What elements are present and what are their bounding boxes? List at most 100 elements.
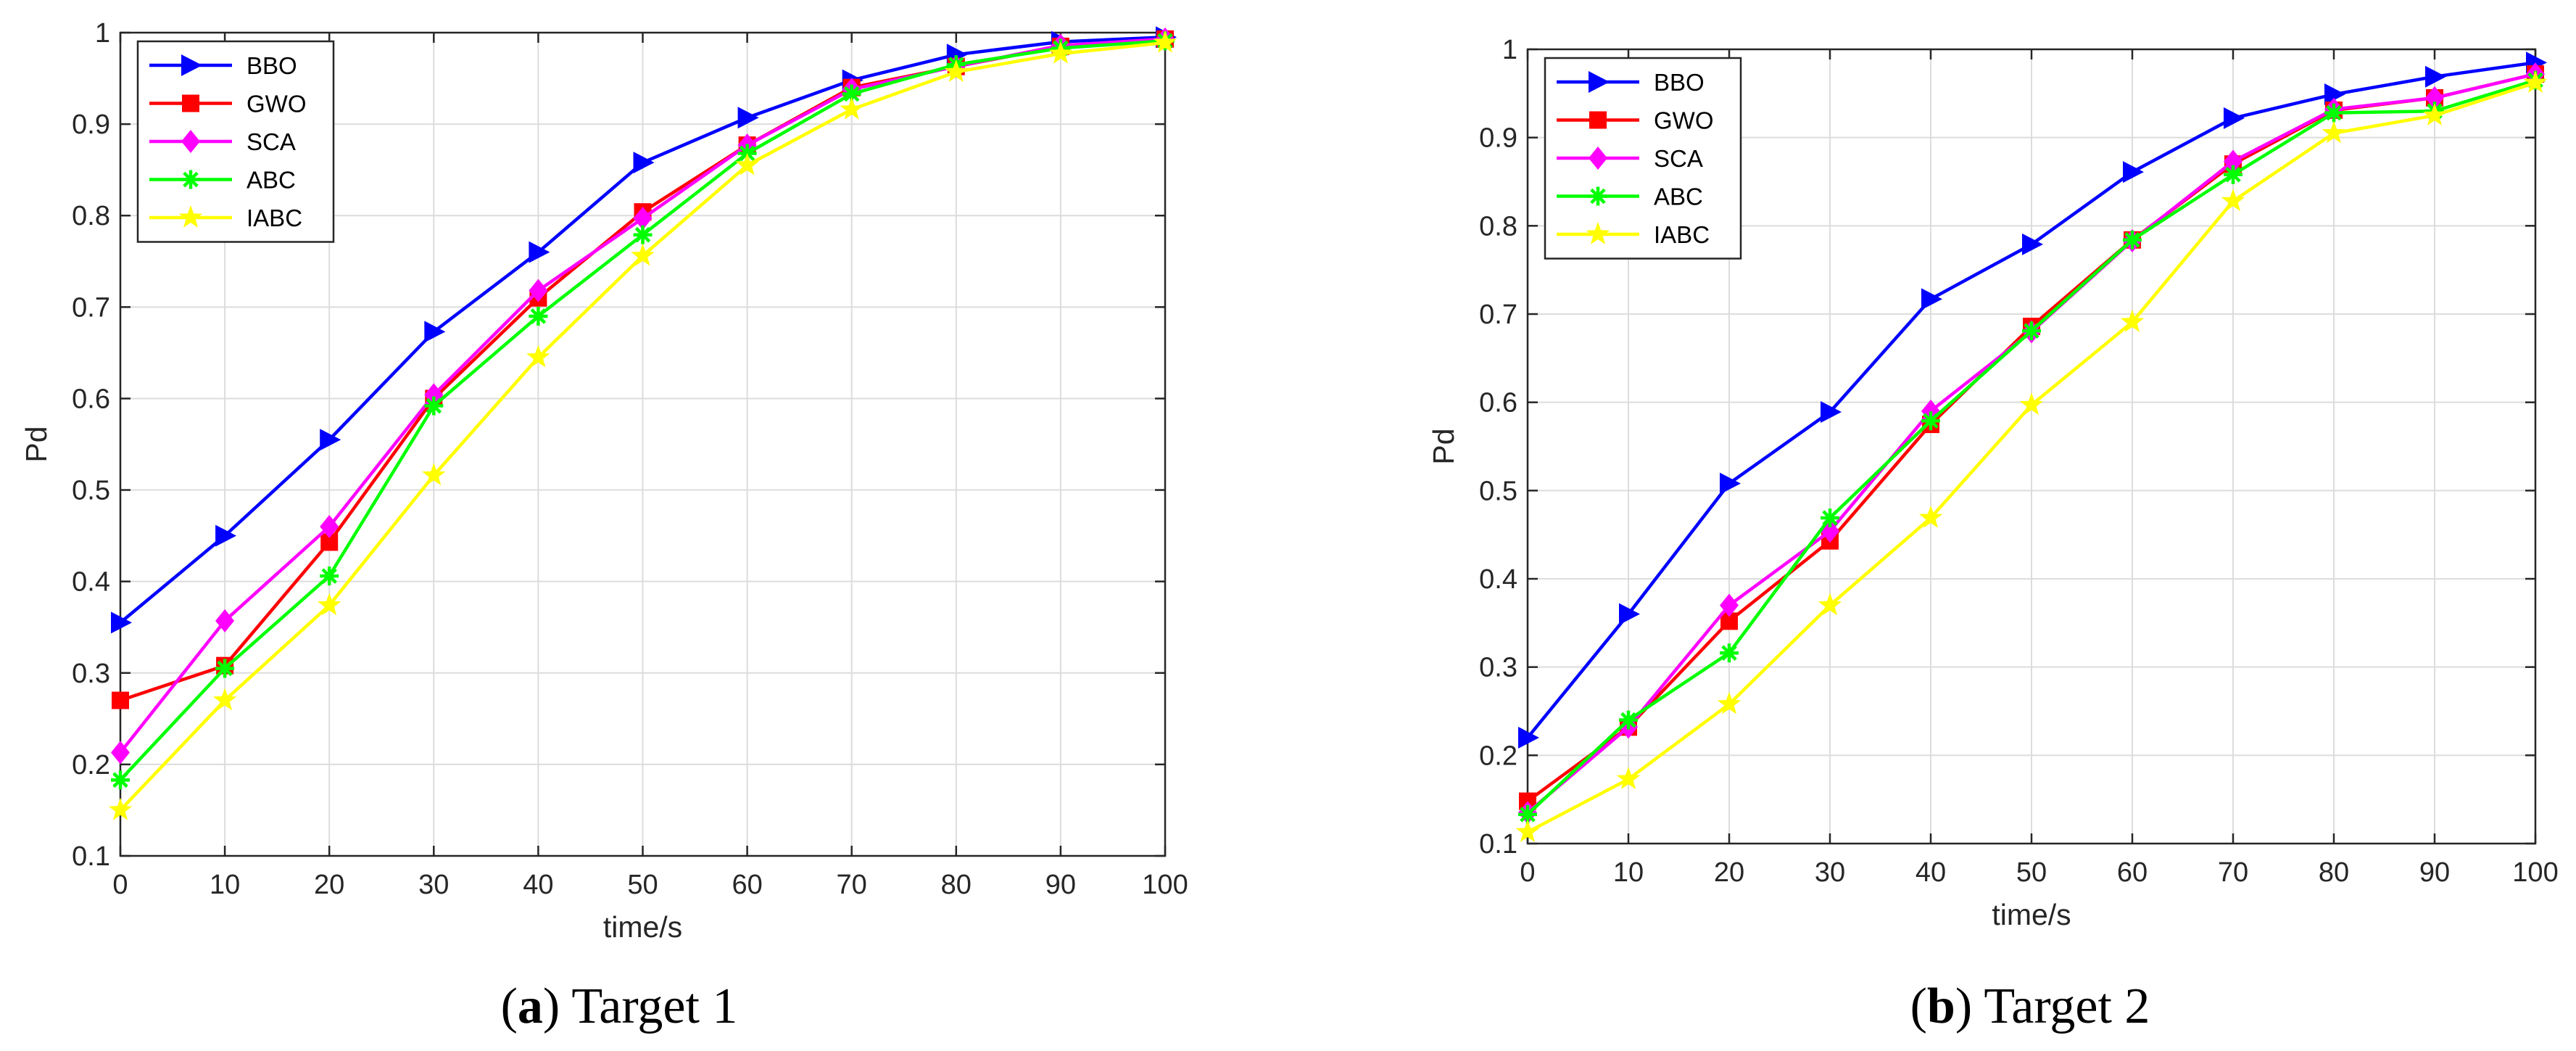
- legend-entry-sca: SCA: [149, 128, 296, 155]
- data-point-sca: [1720, 593, 1739, 617]
- series-iabc: [108, 30, 1177, 820]
- caption-letter: b: [1927, 978, 1955, 1034]
- data-point-gwo: [112, 691, 129, 709]
- y-tick-label: 0.3: [1479, 653, 1517, 683]
- legend-entry-bbo: BBO: [1557, 69, 1705, 96]
- data-point-iabc: [1717, 691, 1742, 714]
- x-tick-label: 90: [1045, 870, 1076, 900]
- series-iabc: [1515, 70, 2548, 842]
- x-tick-label: 90: [2419, 857, 2450, 888]
- x-tick-label: 70: [2218, 857, 2248, 888]
- data-point-abc: [2123, 230, 2142, 250]
- data-point-iabc: [840, 96, 864, 120]
- y-tick-label: 0.8: [72, 201, 110, 231]
- y-tick-label: 0.7: [1479, 300, 1517, 330]
- x-tick-label: 40: [1916, 857, 1946, 888]
- data-point-abc: [2022, 321, 2041, 341]
- y-tick-label: 0.4: [72, 567, 110, 598]
- y-tick-label: 0.3: [72, 659, 110, 689]
- data-point-iabc: [1818, 593, 1842, 616]
- data-point-bbo: [633, 152, 655, 174]
- data-point-iabc: [2120, 310, 2145, 332]
- caption-title: Target 2: [1984, 978, 2150, 1034]
- x-tick-label: 80: [941, 870, 972, 900]
- legend-label: BBO: [1654, 69, 1705, 96]
- y-tick-label: 1: [1502, 35, 1517, 65]
- data-point-bbo: [424, 321, 446, 343]
- data-point-abc: [424, 396, 444, 416]
- x-tick-label: 0: [1520, 857, 1535, 888]
- series-abc: [111, 31, 1175, 790]
- data-point-iabc: [422, 463, 446, 486]
- legend-label: ABC: [247, 167, 296, 194]
- legend-marker-bbo: [1589, 71, 1610, 93]
- legend: BBO GWO SCA ABC IABC: [136, 40, 335, 243]
- data-point-bbo: [1619, 603, 1640, 625]
- legend-entry-iabc: IABC: [1557, 221, 1710, 248]
- y-tick-label: 0.6: [72, 384, 110, 414]
- data-point-iabc: [2019, 392, 2044, 416]
- legend-marker-iabc: [1586, 222, 1610, 244]
- legend-marker-abc: [181, 170, 200, 189]
- data-point-iabc: [631, 243, 655, 266]
- panel-caption: (b) Target 2: [1910, 978, 2150, 1034]
- data-point-bbo: [111, 611, 132, 634]
- legend-marker-sca: [181, 130, 200, 153]
- data-point-abc: [320, 566, 339, 586]
- data-point-iabc: [1918, 506, 1943, 528]
- data-point-iabc: [2221, 189, 2245, 211]
- legend-entry-bbo: BBO: [149, 52, 297, 79]
- y-tick-label: 0.9: [1479, 123, 1517, 154]
- caption-close-paren: ): [1955, 978, 1984, 1034]
- y-tick-label: 0.1: [72, 841, 110, 872]
- data-point-sca: [320, 515, 339, 538]
- chart-panel-a: 0 10 20 30 40 50 60 70 80 90 100 0.1 0.2 0.3 0.4 0.5 0.6…: [20, 18, 1188, 1034]
- data-point-bbo: [215, 524, 237, 547]
- data-point-sca: [633, 207, 653, 231]
- chart-panel-b: 0 10 20 30 40 50 60 70 80 90 100 0.1 0.2 0.3 0.4 0.5 0.6…: [1427, 35, 2559, 1034]
- data-point-abc: [215, 659, 235, 678]
- legend-label: BBO: [247, 52, 297, 79]
- data-point-abc: [2324, 103, 2343, 123]
- x-tick-label: 20: [314, 870, 344, 900]
- y-tick-label: 0.5: [72, 476, 110, 506]
- data-point-abc: [1921, 411, 1940, 431]
- y-tick-label: 0.2: [72, 750, 110, 780]
- data-point-iabc: [2422, 103, 2447, 125]
- y-tick-label: 0.1: [1479, 829, 1517, 860]
- x-tick-label: 100: [1142, 870, 1188, 900]
- x-axis-label: time/s: [1992, 898, 2071, 931]
- caption-title: Target 1: [571, 978, 737, 1034]
- legend-entry-gwo: GWO: [149, 91, 306, 118]
- legend-marker-bbo: [181, 54, 202, 76]
- caption-letter: a: [518, 978, 543, 1034]
- data-point-iabc: [1048, 41, 1073, 64]
- data-point-iabc: [2523, 70, 2548, 93]
- data-point-iabc: [735, 152, 759, 176]
- legend-marker-gwo: [1589, 111, 1607, 129]
- data-point-iabc: [318, 593, 341, 616]
- data-point-sca: [2224, 149, 2242, 173]
- data-point-sca: [2425, 86, 2444, 110]
- caption-open-paren: (: [501, 978, 518, 1034]
- y-tick-label: 0.7: [72, 292, 110, 323]
- legend-label: IABC: [1654, 221, 1710, 248]
- series-bbo: [1518, 51, 2547, 749]
- data-point-abc: [842, 84, 861, 104]
- caption-close-paren: ): [543, 978, 572, 1034]
- x-tick-label: 50: [627, 870, 658, 900]
- legend-entry-abc: ABC: [149, 167, 296, 194]
- data-point-iabc: [212, 688, 237, 711]
- legend-label: SCA: [247, 128, 296, 155]
- data-point-sca: [215, 609, 235, 632]
- data-point-abc: [1821, 508, 1839, 528]
- x-tick-label: 30: [1815, 857, 1845, 888]
- data-point-abc: [529, 306, 548, 326]
- data-point-bbo: [1518, 727, 1539, 749]
- data-point-bbo: [1821, 401, 1842, 424]
- data-point-iabc: [1616, 767, 1641, 789]
- legend-entry-sca: SCA: [1557, 145, 1703, 172]
- legend-entry-gwo: GWO: [1557, 107, 1713, 134]
- x-tick-label: 0: [112, 870, 128, 900]
